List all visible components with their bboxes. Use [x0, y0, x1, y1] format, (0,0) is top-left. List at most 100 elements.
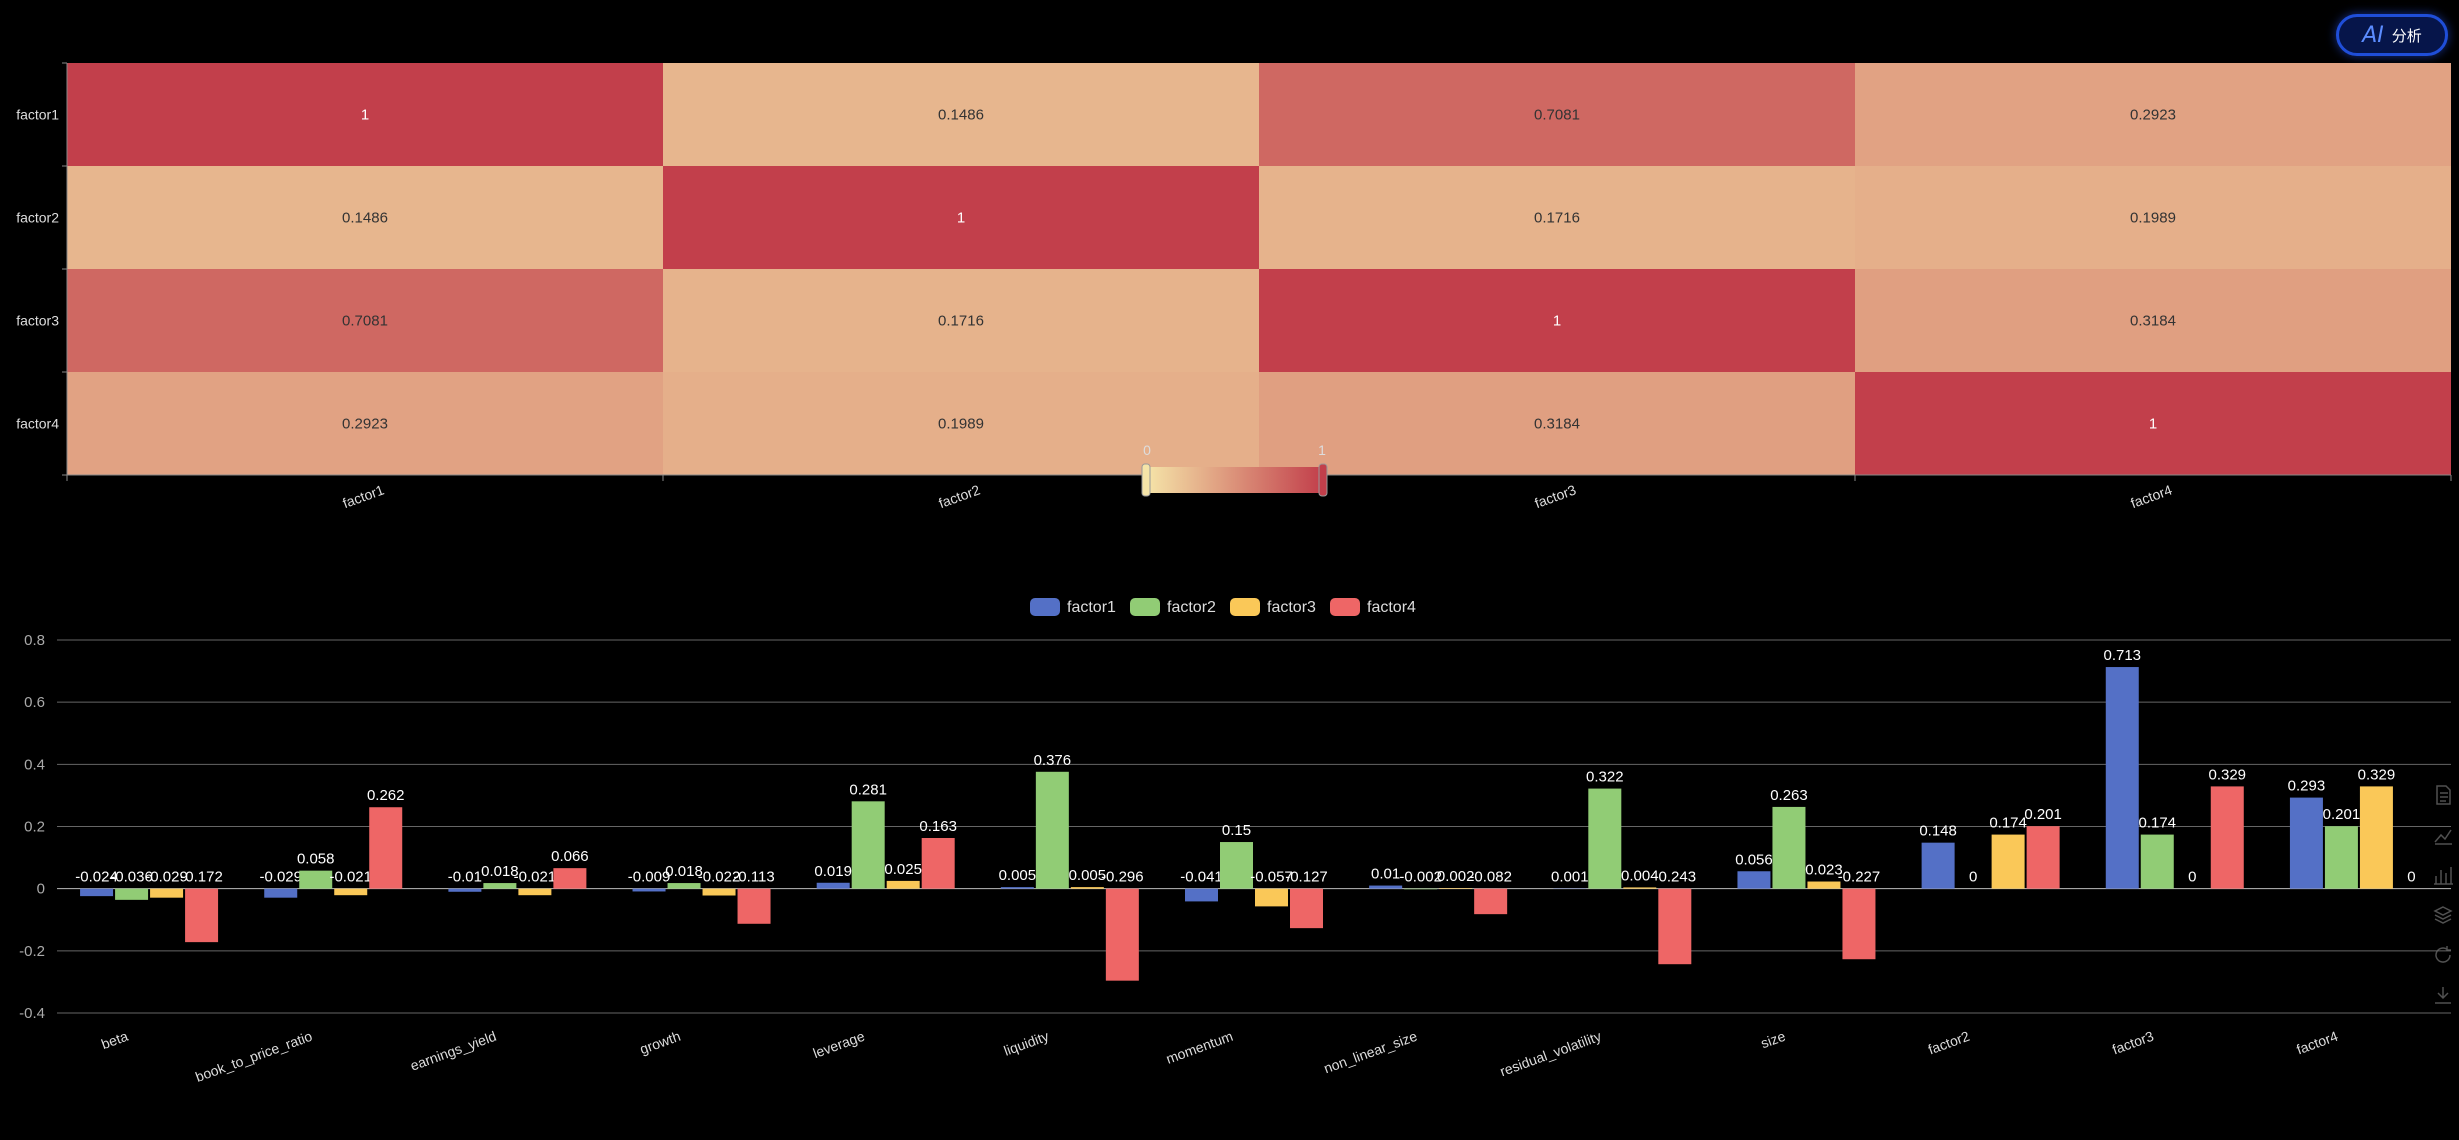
y-tick-label: 0: [37, 881, 45, 898]
x-axis-label: size: [1759, 1028, 1788, 1052]
data-label: -0.127: [1285, 869, 1328, 886]
bar-factor3: [703, 889, 736, 896]
bar-factor1: [80, 889, 113, 896]
x-axis-label: factor2: [1926, 1028, 1972, 1058]
bar-factor2: [1404, 889, 1437, 890]
visual-map-handle-min: [1142, 464, 1150, 496]
data-label: 0.15: [1222, 822, 1251, 839]
data-label: -0.01: [448, 869, 482, 886]
bar-factor4: [1106, 889, 1139, 981]
legend-swatch: [1330, 598, 1360, 616]
bar-factor4: [369, 807, 402, 888]
heatmap-cell-value: 0.7081: [342, 313, 388, 330]
data-label: -0.082: [1469, 869, 1512, 886]
bar-factor4: [1842, 889, 1875, 960]
x-axis-label: momentum: [1164, 1028, 1235, 1067]
bar-factor3: [150, 889, 183, 898]
heatmap-cell-value: 0.1486: [342, 210, 388, 227]
legend-label: factor1: [1067, 599, 1116, 616]
bar-factor2: [299, 871, 332, 889]
bar-factor4: [738, 889, 771, 924]
data-label: 0.163: [919, 818, 957, 835]
bar-factor4: [553, 868, 586, 889]
y-tick-label: 0.2: [24, 819, 45, 836]
bar-factor2: [2141, 835, 2174, 889]
heatmap-cell-value: 0.1716: [1534, 210, 1580, 227]
y-tick-label: 0.6: [24, 694, 45, 711]
data-label: 0.329: [2208, 766, 2246, 783]
legend-swatch: [1230, 598, 1260, 616]
bar-factor2: [1220, 842, 1253, 889]
data-label: 0.293: [2288, 778, 2326, 795]
bar-factor1: [1369, 886, 1402, 889]
data-label: 0.322: [1586, 769, 1624, 786]
heatmap-x-label: factor1: [340, 481, 386, 511]
bar-factor1: [264, 889, 297, 898]
data-label: 0.148: [1919, 823, 1957, 840]
x-axis-label: leverage: [811, 1028, 867, 1061]
bar-factor3: [1439, 888, 1472, 889]
bar-factor1: [817, 883, 850, 889]
line-chart-icon[interactable]: [2432, 824, 2454, 846]
data-label: 0.174: [1989, 815, 2027, 832]
data-label: 0: [1969, 869, 1977, 886]
data-label: -0.021: [329, 869, 372, 886]
data-label: 0.066: [551, 848, 589, 865]
y-tick-label: -0.2: [19, 943, 45, 960]
data-label: 0.376: [1034, 752, 1072, 769]
data-label: 0.01: [1371, 866, 1400, 883]
data-label: -0.029: [259, 869, 302, 886]
bar-factor1: [1185, 889, 1218, 902]
bar-factor4: [922, 838, 955, 889]
y-tick-label: 0.4: [24, 756, 45, 773]
bar-factor3: [1623, 887, 1656, 888]
heatmap-cell-value: 0.1989: [938, 416, 984, 433]
data-label: 0.025: [884, 861, 922, 878]
heatmap-cell-value: 1: [1553, 313, 1561, 330]
heatmap-cell-value: 1: [2149, 416, 2157, 433]
bar-factor4: [1658, 889, 1691, 965]
data-label: 0.019: [814, 863, 852, 880]
stack-icon[interactable]: [2432, 904, 2454, 926]
data-label: 0.281: [849, 781, 887, 798]
heatmap-cell-value: 0.3184: [1534, 416, 1580, 433]
bar-factor2: [852, 801, 885, 888]
bar-factor2: [1772, 807, 1805, 889]
heatmap-x-label: factor2: [936, 481, 982, 511]
bar-factor3: [334, 889, 367, 896]
data-view-icon[interactable]: [2432, 784, 2454, 806]
chart-toolbox: [2432, 784, 2456, 1024]
heatmap-y-label: factor4: [16, 416, 59, 432]
bar-chart-icon[interactable]: [2432, 864, 2454, 886]
bar-factor2: [2325, 826, 2358, 888]
data-label: -0.227: [1838, 869, 1881, 886]
download-icon[interactable]: [2432, 984, 2454, 1006]
data-label: 0.263: [1770, 787, 1808, 804]
bar-factor2: [1588, 789, 1621, 889]
bar-factor3: [2360, 786, 2393, 888]
x-axis-label: factor3: [2110, 1028, 2156, 1058]
bar-factor3: [1255, 889, 1288, 907]
data-label: -0.296: [1101, 869, 1144, 886]
legend-label: factor3: [1267, 599, 1316, 616]
data-label: 0.262: [367, 787, 405, 804]
bar-factor1: [2290, 798, 2323, 889]
data-label: -0.002: [1399, 869, 1442, 886]
data-label: 0.001: [1551, 868, 1589, 885]
restore-icon[interactable]: [2432, 944, 2454, 966]
heatmap-cell-value: 0.7081: [1534, 107, 1580, 124]
heatmap-cell-value: 0.1486: [938, 107, 984, 124]
bar-factor4: [185, 889, 218, 942]
data-label: 0.201: [2323, 806, 2361, 823]
bar-factor1: [448, 889, 481, 892]
x-axis-label: beta: [99, 1028, 130, 1052]
visual-map-bar: [1147, 467, 1322, 493]
heatmap-x-label: factor4: [2128, 481, 2174, 511]
visual-map-min-label: 0: [1143, 442, 1151, 458]
heatmap-x-label: factor3: [1532, 481, 1578, 511]
y-tick-label: -0.4: [19, 1005, 45, 1022]
bar-factor3: [1071, 887, 1104, 889]
bar-factor2: [115, 889, 148, 900]
bar-factor3: [1807, 882, 1840, 889]
